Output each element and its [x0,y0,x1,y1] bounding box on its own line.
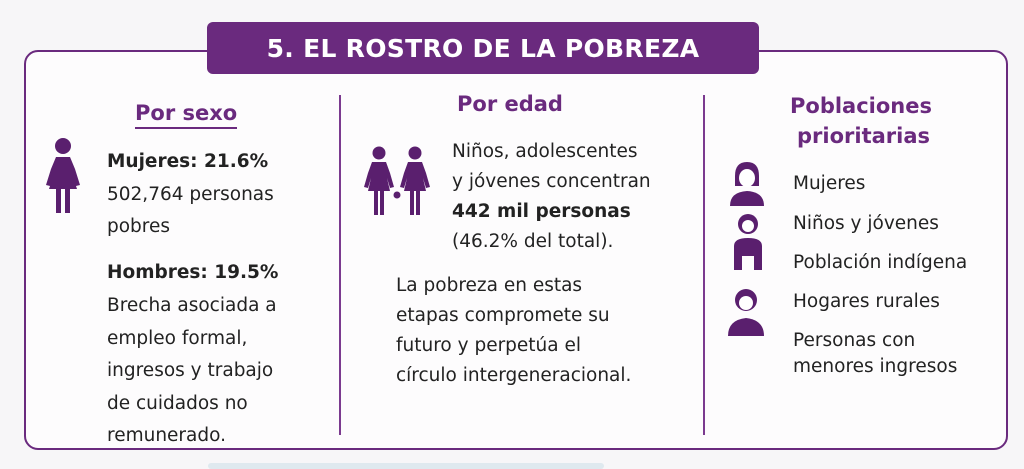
woman-portrait-icon [730,162,764,206]
edad-stat: 442 mil personas [452,201,631,222]
rural-portrait-icon [728,289,764,336]
mujeres-stat: Mujeres: 21.6% [107,151,269,172]
list-item-ninos: Niños y jóvenes [793,213,939,234]
mujeres-line-2: pobres [107,216,171,237]
section-title: 5. EL ROSTRO DE LA POBREZA [207,22,759,74]
heading-por-edad: Por edad [457,92,563,116]
edad-line: y jóvenes concentran [452,171,651,192]
mujeres-line-1: 502,764 personas [107,184,274,205]
list-item-line: menores ingresos [793,356,958,377]
hombres-line: empleo formal, [107,327,248,349]
list-item-indigena: Población indígena [793,252,968,273]
heading-line: prioritarias [797,124,931,148]
hombres-line: Brecha asociada a [107,295,277,316]
list-item-mujeres: Mujeres [793,173,866,194]
edad-line: futuro y perpetúa el [396,335,582,356]
bottom-strip [208,463,604,469]
list-item-hogares: Hogares rurales [793,291,940,312]
woman-icon [46,138,80,213]
list-item-line: Personas con [793,330,916,351]
heading-line: Poblaciones [790,94,932,118]
hombres-line: de cuidados no [107,392,248,414]
edad-line: círculo intergeneracional. [396,365,632,386]
content-panel [24,50,1008,450]
list-item-personas: Personas con menores ingresos [793,328,957,380]
edad-line: etapas compromete su [396,305,610,326]
edad-paragraph-1: Niños, adolescentes y jóvenes concentran… [452,137,651,257]
hombres-line: remunerado. [107,425,226,446]
heading-poblaciones: Poblaciones prioritarias [790,91,932,151]
hombres-line: ingresos y trabajo [107,360,274,381]
children-icon [364,146,430,215]
edad-line: La pobreza en estas [396,275,583,296]
edad-line: Niños, adolescentes [452,141,638,162]
column-divider-1 [339,95,341,435]
column-divider-2 [703,95,705,435]
heading-por-sexo: Por sexo [135,101,238,129]
child-portrait-icon [734,214,762,270]
edad-line: (46.2% del total). [452,231,614,252]
hombres-stat: Hombres: 19.5% [107,262,279,283]
edad-paragraph-2: La pobreza en estas etapas compromete su… [396,271,631,391]
hombres-description: Brecha asociada a empleo formal, ingreso… [107,290,277,453]
